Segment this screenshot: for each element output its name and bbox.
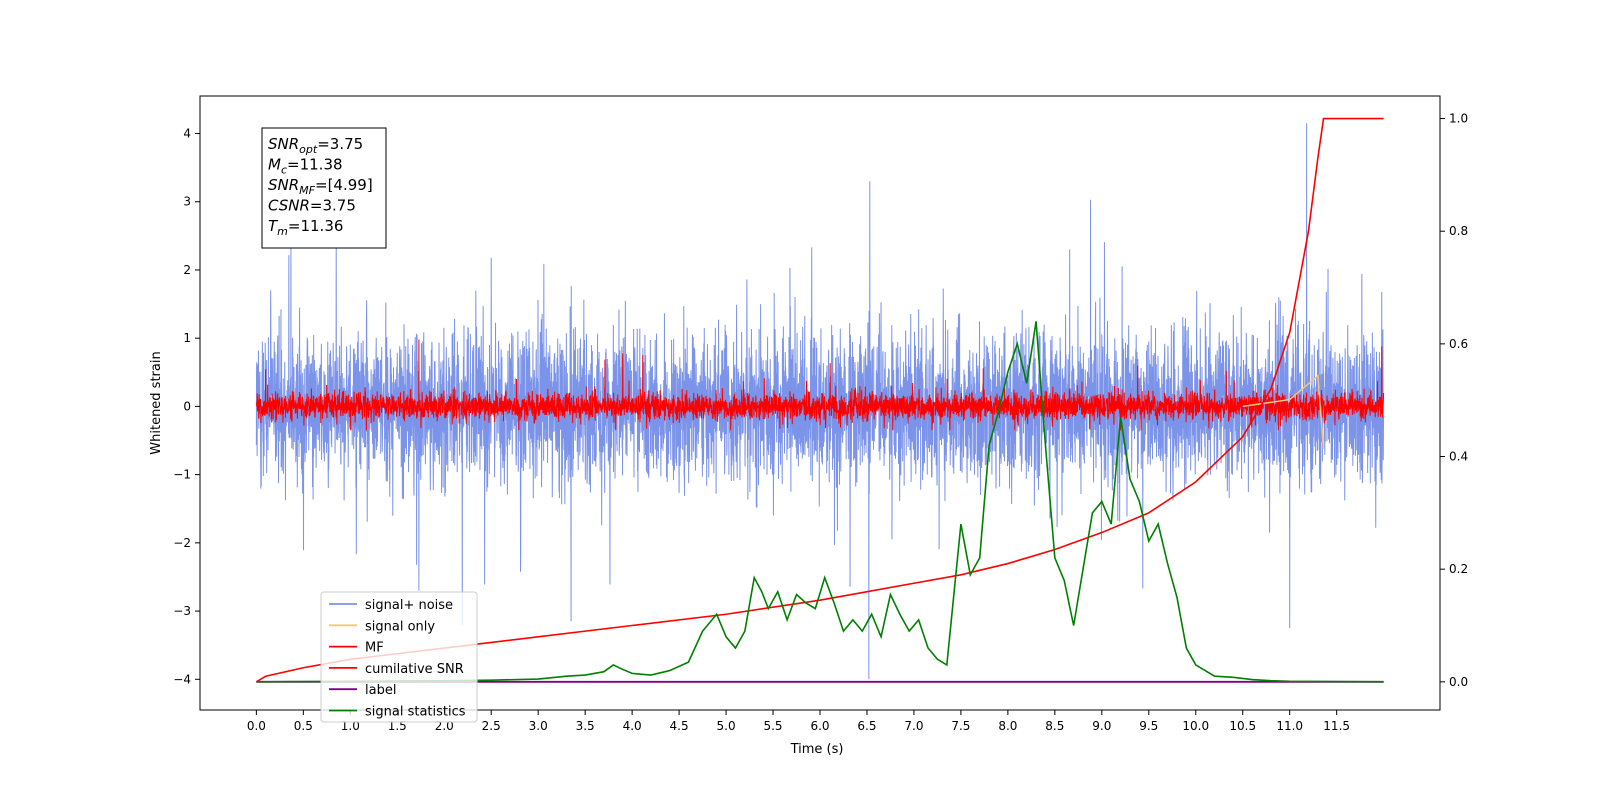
y-right-tick-label: 0.8	[1449, 224, 1468, 238]
annotation-line: Tm=11.36	[268, 217, 343, 238]
y-left-tick-label: 3	[183, 195, 191, 209]
y-left-tick-label: −3	[173, 604, 191, 618]
x-tick-label: 5.0	[717, 719, 736, 733]
x-tick-label: 0.0	[247, 719, 266, 733]
x-axis-label: Time (s)	[790, 742, 844, 757]
y-left-tick-label: 4	[183, 127, 191, 141]
x-tick-label: 7.5	[951, 719, 970, 733]
y-axis-right-ticks: 0.0 0.2 0.4 0.6 0.8 1.0	[1440, 112, 1468, 689]
legend-entry-label: MF	[365, 641, 384, 656]
x-tick-label: 5.5	[763, 719, 782, 733]
x-tick-label: 8.0	[998, 719, 1017, 733]
series-signal-statistics-line	[256, 321, 1384, 683]
legend-entry-label: signal+ noise	[365, 598, 453, 613]
x-tick-label: 6.5	[857, 719, 876, 733]
y-right-tick-label: 0.0	[1449, 675, 1468, 689]
x-tick-label: 9.5	[1139, 719, 1158, 733]
x-tick-label: 9.0	[1092, 719, 1111, 733]
x-tick-label: 4.0	[623, 719, 642, 733]
x-tick-label: 8.5	[1045, 719, 1064, 733]
y-left-tick-label: −1	[173, 468, 191, 482]
y-right-tick-label: 0.6	[1449, 337, 1468, 351]
x-axis-ticks: 0.0 0.5 1.0 1.5 2.0 2.5 3.0 3.5 4.0 4.5 5.0 5.5 6.0 6…	[247, 710, 1350, 733]
y-left-tick-label: −2	[173, 536, 191, 550]
annotation-line: Mc=11.38	[268, 156, 343, 177]
y-left-tick-label: 1	[183, 331, 191, 345]
x-tick-label: 3.5	[576, 719, 595, 733]
legend-entry-label: cumilative SNR	[365, 662, 464, 677]
legend-frame	[320, 591, 478, 723]
x-tick-label: 11.0	[1276, 719, 1303, 733]
series-signal-only-line	[1242, 374, 1325, 449]
x-tick-label: 0.5	[294, 719, 313, 733]
legend-entry-label: signal only	[365, 619, 435, 634]
x-tick-label: 7.0	[904, 719, 923, 733]
y-axis-label: Whitened strain	[149, 351, 164, 454]
legend-entry-label: signal statistics	[365, 705, 466, 720]
annotation-line: SNRMF=[4.99]	[268, 176, 373, 197]
annotation-line: CSNR=3.75	[268, 197, 356, 215]
legend: signal+ noise signal only MF cumilative SNR…	[320, 591, 478, 723]
x-tick-label: 6.0	[810, 719, 829, 733]
annotation-line: SNRopt=3.75	[268, 135, 363, 156]
y-left-tick-label: 2	[183, 263, 191, 277]
y-right-tick-label: 0.2	[1449, 562, 1468, 576]
x-tick-label: 4.5	[670, 719, 689, 733]
x-tick-label: 3.0	[529, 719, 548, 733]
y-left-tick-label: 0	[183, 399, 191, 413]
legend-entry-label: label	[365, 683, 396, 698]
series-mf-line	[255, 339, 1385, 431]
y-axis-left-ticks: −4 −3 −2 −1 0 1 2 3 4	[173, 127, 200, 686]
x-tick-label: 10.5	[1229, 719, 1256, 733]
y-right-tick-label: 0.4	[1449, 450, 1468, 464]
y-left-tick-label: −4	[173, 672, 191, 686]
x-tick-label: 11.5	[1323, 719, 1350, 733]
x-tick-label: 10.0	[1182, 719, 1209, 733]
annotation-frame	[261, 127, 387, 249]
x-tick-label: 2.5	[482, 719, 501, 733]
metrics-annotation-box: SNRopt=3.75Mc=11.38SNRMF=[4.99]CSNR=3.75…	[261, 127, 387, 249]
y-right-tick-label: 1.0	[1449, 112, 1468, 126]
